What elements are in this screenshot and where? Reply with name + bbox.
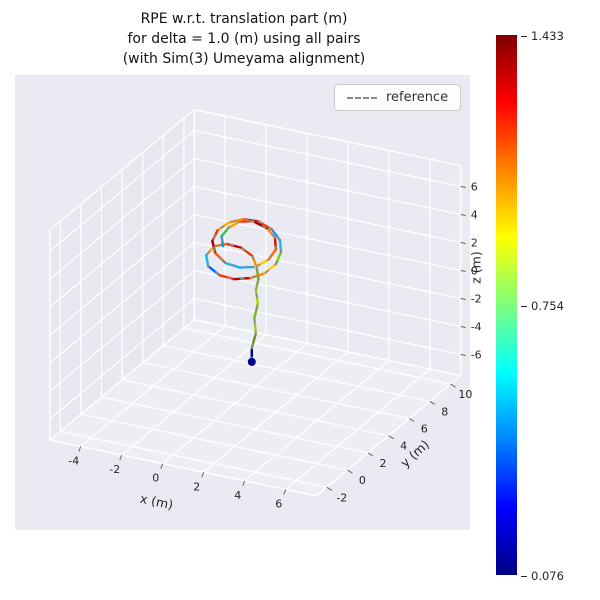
title-line-3: (with Sim(3) Umeyama alignment) [122, 50, 366, 67]
z-axis-label: z (m) [468, 251, 484, 284]
svg-text:4: 4 [471, 209, 478, 222]
svg-text:6: 6 [421, 423, 428, 436]
svg-text:6: 6 [471, 181, 478, 194]
svg-text:2: 2 [471, 237, 478, 250]
svg-text:4: 4 [400, 440, 407, 453]
title-line-1: RPE w.r.t. translation part (m) [140, 11, 348, 27]
svg-text:0: 0 [359, 474, 366, 487]
svg-text:8: 8 [441, 405, 448, 418]
svg-text:0: 0 [471, 265, 478, 278]
legend-label: reference [386, 90, 449, 105]
svg-text:-6: -6 [471, 349, 482, 362]
colorbar-tick-max: 1.433 [521, 29, 564, 43]
svg-text:10: 10 [458, 388, 472, 401]
svg-text:-4: -4 [471, 321, 482, 334]
svg-text:6: 6 [275, 497, 282, 510]
svg-text:2: 2 [380, 457, 387, 470]
legend: reference [334, 84, 462, 111]
title-line-2: for delta = 1.0 (m) using all pairs [127, 30, 361, 47]
colorbar-tick-min: 0.076 [521, 569, 564, 583]
svg-text:2: 2 [193, 480, 200, 493]
svg-text:0: 0 [152, 472, 159, 485]
svg-text:-2: -2 [109, 463, 120, 476]
svg-text:-2: -2 [471, 293, 482, 306]
svg-text:4: 4 [234, 489, 241, 502]
svg-text:-4: -4 [68, 454, 79, 467]
colorbar-tick-mid: 0.754 [521, 299, 564, 313]
svg-text:-2: -2 [336, 491, 347, 504]
colorbar-gradient [496, 35, 517, 575]
plot-title: RPE w.r.t. translation part (m) for delt… [0, 10, 488, 70]
reference-dashed-line-sample [347, 96, 377, 99]
